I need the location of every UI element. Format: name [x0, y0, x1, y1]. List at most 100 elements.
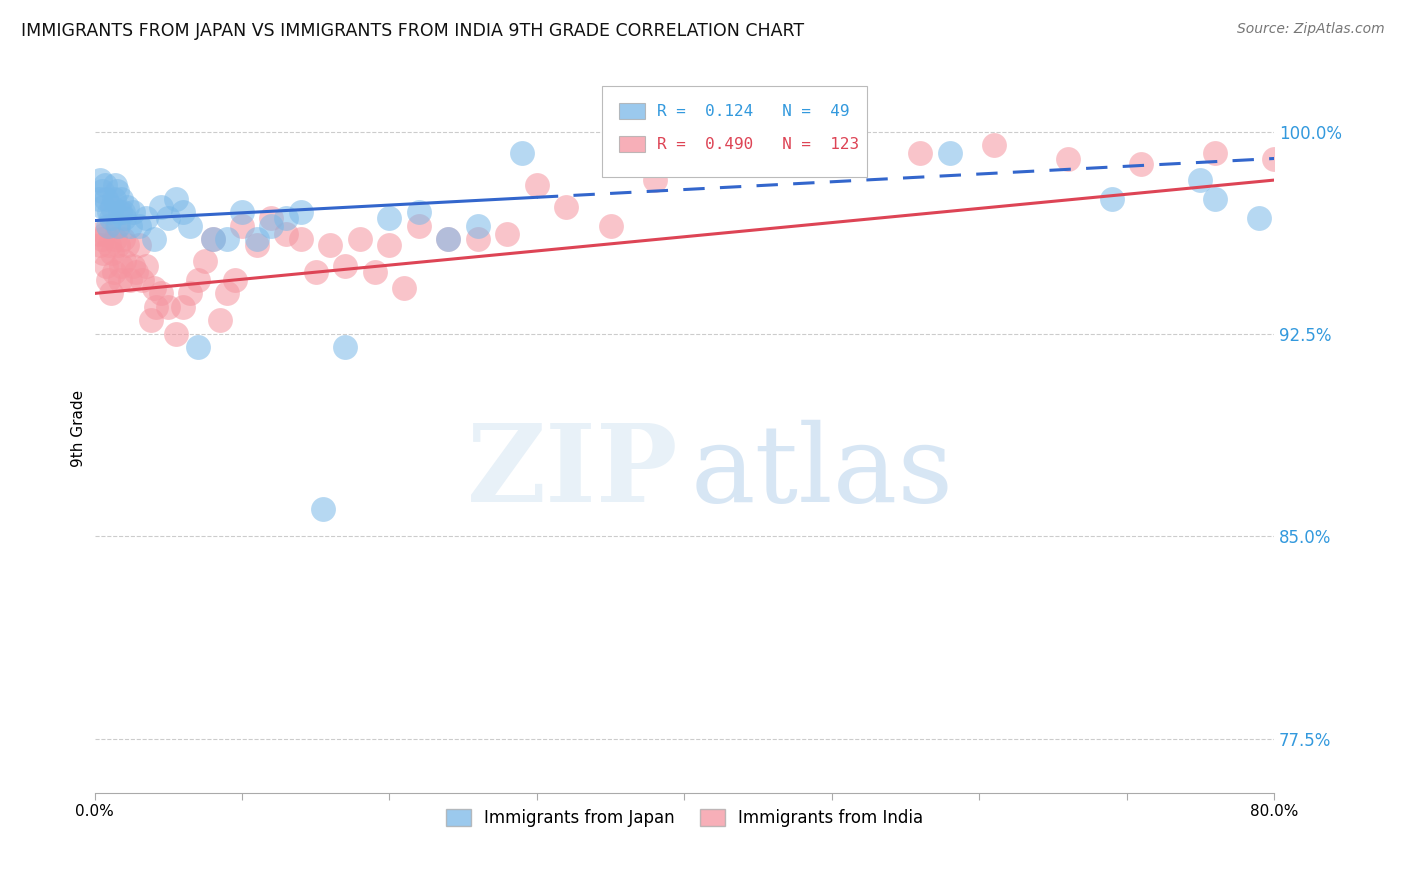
Text: atlas: atlas [690, 419, 953, 524]
Point [149, 286, 172, 301]
Point [260, 211, 283, 225]
Point [107, 219, 129, 233]
Point [96, 192, 118, 206]
Point [125, 265, 148, 279]
Bar [620, 103, 645, 120]
Point [392, 281, 415, 295]
Point [157, 211, 180, 225]
Point [231, 205, 253, 219]
Point [224, 273, 246, 287]
Point [87, 192, 110, 206]
Point [1292, 219, 1315, 233]
Point [335, 340, 357, 354]
Point [187, 273, 209, 287]
Text: ZIP: ZIP [467, 419, 678, 525]
Point [305, 265, 328, 279]
Point [93, 200, 115, 214]
Point [1101, 192, 1123, 206]
Point [335, 260, 357, 274]
Point [107, 238, 129, 252]
Point [201, 232, 224, 246]
Point [908, 146, 931, 161]
Point [149, 200, 172, 214]
Point [135, 260, 157, 274]
Text: IMMIGRANTS FROM JAPAN VS IMMIGRANTS FROM INDIA 9TH GRADE CORRELATION CHART: IMMIGRANTS FROM JAPAN VS IMMIGRANTS FROM… [21, 22, 804, 40]
Point [1381, 489, 1403, 503]
Text: R =  0.124   N =  49: R = 0.124 N = 49 [657, 104, 849, 119]
Bar [620, 136, 645, 153]
Point [91, 184, 114, 198]
Point [172, 205, 194, 219]
Text: Source: ZipAtlas.com: Source: ZipAtlas.com [1237, 22, 1385, 37]
Point [231, 219, 253, 233]
Point [100, 211, 122, 225]
Point [378, 211, 401, 225]
Point [128, 219, 150, 233]
Point [157, 300, 180, 314]
Point [122, 205, 145, 219]
Point [112, 254, 135, 268]
Point [179, 219, 201, 233]
Point [260, 219, 283, 233]
Point [276, 227, 298, 241]
Point [408, 205, 430, 219]
Point [142, 281, 165, 295]
Point [94, 178, 117, 193]
Point [1056, 152, 1078, 166]
Point [139, 313, 162, 327]
Point [165, 192, 187, 206]
Point [89, 238, 111, 252]
Point [349, 232, 371, 246]
Point [101, 246, 124, 260]
Point [103, 192, 125, 206]
Point [1130, 157, 1153, 171]
Point [111, 205, 134, 219]
Point [122, 260, 145, 274]
Point [208, 313, 231, 327]
Point [172, 300, 194, 314]
Point [91, 232, 114, 246]
Point [115, 200, 138, 214]
Point [938, 146, 960, 161]
Point [1204, 146, 1226, 161]
Point [467, 219, 489, 233]
Text: R =  0.490   N =  123: R = 0.490 N = 123 [657, 136, 859, 152]
Point [93, 246, 115, 260]
Point [408, 219, 430, 233]
Point [437, 232, 460, 246]
Point [103, 265, 125, 279]
Point [290, 205, 312, 219]
Legend: Immigrants from Japan, Immigrants from India: Immigrants from Japan, Immigrants from I… [437, 800, 931, 835]
Point [145, 300, 167, 314]
Point [526, 178, 548, 193]
Point [1189, 173, 1212, 187]
Point [179, 286, 201, 301]
Point [104, 232, 127, 246]
Point [187, 340, 209, 354]
Point [835, 157, 858, 171]
Point [97, 219, 120, 233]
Point [201, 232, 224, 246]
Point [112, 211, 135, 225]
Point [1351, 389, 1374, 403]
Point [496, 227, 519, 241]
Point [437, 232, 460, 246]
Point [363, 265, 385, 279]
Point [246, 238, 269, 252]
Point [89, 173, 111, 187]
Point [1322, 254, 1344, 268]
Point [115, 238, 138, 252]
Point [1204, 192, 1226, 206]
Point [111, 232, 134, 246]
Point [217, 232, 239, 246]
Point [276, 211, 298, 225]
Point [97, 273, 120, 287]
Point [108, 273, 131, 287]
Point [1249, 211, 1271, 225]
Point [110, 260, 132, 274]
Point [104, 178, 127, 193]
Point [762, 146, 785, 161]
Point [378, 238, 401, 252]
Point [128, 238, 150, 252]
Point [135, 211, 157, 225]
